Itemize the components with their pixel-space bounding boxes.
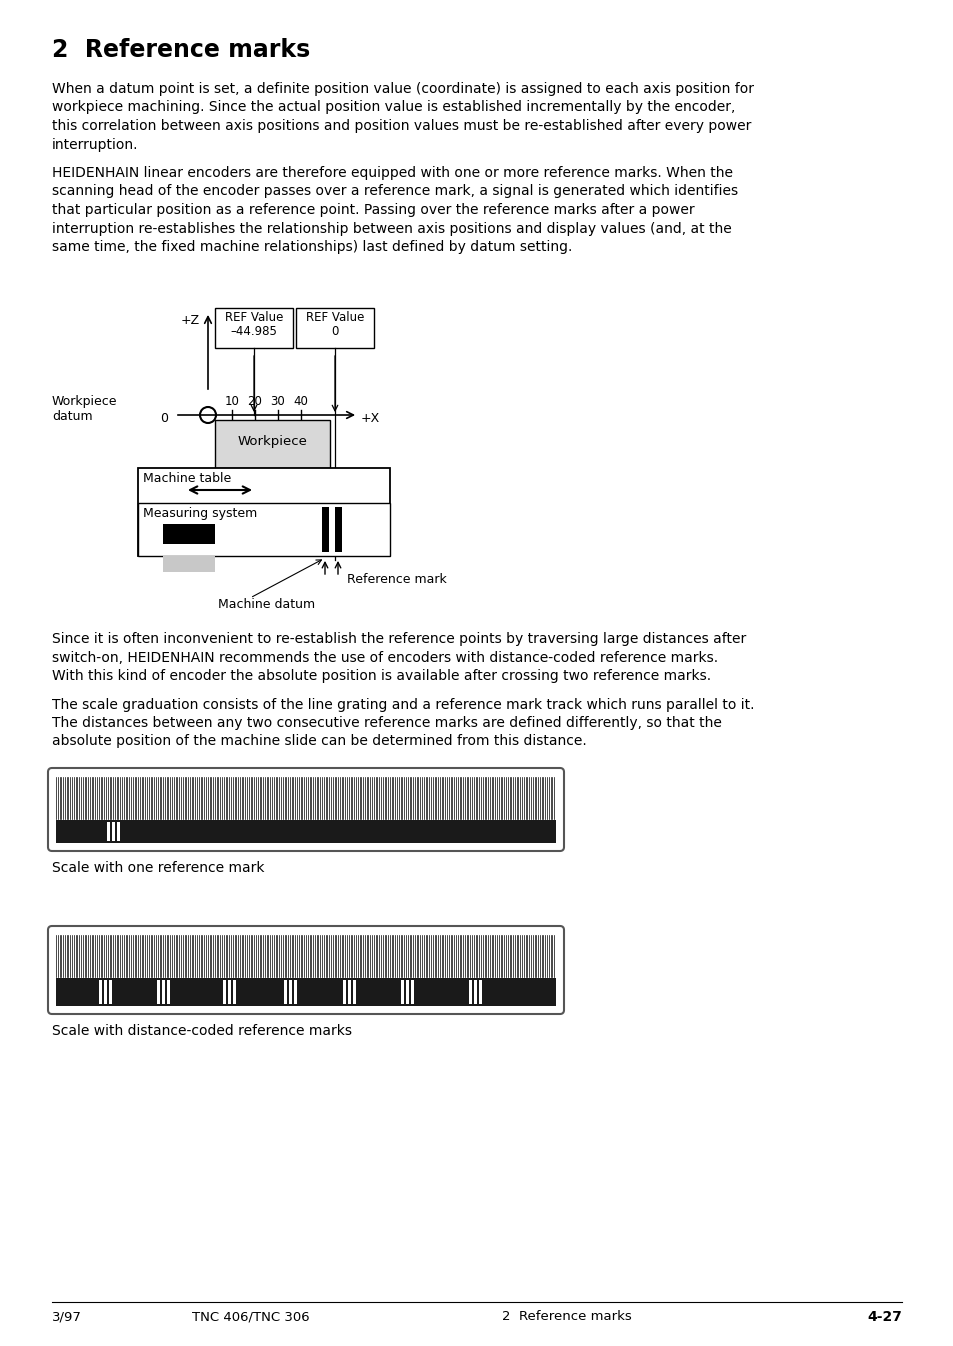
- Text: scanning head of the encoder passes over a reference mark, a signal is generated: scanning head of the encoder passes over…: [52, 184, 738, 198]
- Bar: [56, 979, 556, 1005]
- Bar: [335, 507, 341, 552]
- Text: Workpiece: Workpiece: [237, 436, 307, 448]
- Bar: [157, 980, 160, 1004]
- Text: 3/97: 3/97: [52, 1310, 82, 1323]
- Bar: [163, 524, 214, 544]
- Bar: [469, 980, 472, 1004]
- Bar: [109, 980, 112, 1004]
- Text: workpiece machining. Since the actual position value is established incrementall: workpiece machining. Since the actual po…: [52, 101, 735, 114]
- Bar: [107, 822, 110, 841]
- Bar: [56, 934, 556, 979]
- Text: REF Value: REF Value: [306, 311, 364, 324]
- Text: 0: 0: [160, 412, 168, 424]
- Bar: [353, 980, 355, 1004]
- Text: Scale with distance-coded reference marks: Scale with distance-coded reference mark…: [52, 1024, 352, 1038]
- Text: same time, the fixed machine relationships) last defined by datum setting.: same time, the fixed machine relationshi…: [52, 240, 572, 254]
- Bar: [233, 980, 235, 1004]
- Text: this correlation between axis positions and position values must be re-establish: this correlation between axis positions …: [52, 118, 751, 133]
- Bar: [138, 503, 390, 556]
- FancyBboxPatch shape: [48, 926, 563, 1014]
- Text: –44.985: –44.985: [231, 324, 277, 338]
- Bar: [117, 822, 120, 841]
- Text: Reference mark: Reference mark: [347, 573, 446, 586]
- Text: 20: 20: [247, 394, 262, 408]
- Bar: [214, 420, 330, 468]
- Bar: [228, 980, 231, 1004]
- Bar: [56, 820, 556, 843]
- Text: 10: 10: [224, 394, 239, 408]
- Bar: [56, 777, 556, 820]
- Bar: [284, 980, 287, 1004]
- Bar: [138, 468, 390, 556]
- Text: Machine table: Machine table: [143, 472, 231, 485]
- Bar: [295, 308, 374, 349]
- Text: Workpiece: Workpiece: [52, 394, 117, 408]
- Text: 4-27: 4-27: [866, 1310, 901, 1324]
- Bar: [289, 980, 292, 1004]
- Text: The scale graduation consists of the line grating and a reference mark track whi: The scale graduation consists of the lin…: [52, 697, 754, 712]
- Text: that particular position as a reference point. Passing over the reference marks : that particular position as a reference …: [52, 203, 694, 217]
- Text: Measuring system: Measuring system: [143, 507, 257, 520]
- Bar: [294, 980, 296, 1004]
- Text: REF Value: REF Value: [225, 311, 283, 324]
- Text: Since it is often inconvenient to re-establish the reference points by traversin: Since it is often inconvenient to re-est…: [52, 633, 745, 646]
- Text: TNC 406/TNC 306: TNC 406/TNC 306: [192, 1310, 310, 1323]
- Text: 2  Reference marks: 2 Reference marks: [501, 1310, 631, 1323]
- Bar: [112, 822, 115, 841]
- Text: The distances between any two consecutive reference marks are defined differentl: The distances between any two consecutiv…: [52, 716, 721, 730]
- Text: 0: 0: [331, 324, 338, 338]
- Text: When a datum point is set, a definite position value (coordinate) is assigned to: When a datum point is set, a definite po…: [52, 82, 753, 96]
- Bar: [411, 980, 414, 1004]
- Bar: [167, 980, 170, 1004]
- Text: With this kind of encoder the absolute position is available after crossing two : With this kind of encoder the absolute p…: [52, 669, 710, 682]
- Text: 40: 40: [294, 394, 308, 408]
- FancyBboxPatch shape: [48, 769, 563, 851]
- Bar: [163, 556, 214, 572]
- Text: datum: datum: [52, 411, 92, 423]
- Text: interruption.: interruption.: [52, 137, 138, 152]
- Bar: [162, 980, 165, 1004]
- Text: interruption re-establishes the relationship between axis positions and display : interruption re-establishes the relation…: [52, 222, 731, 236]
- Bar: [214, 308, 293, 349]
- Text: Scale with one reference mark: Scale with one reference mark: [52, 861, 264, 875]
- Text: switch-on, HEIDENHAIN recommends the use of encoders with distance-coded referen: switch-on, HEIDENHAIN recommends the use…: [52, 650, 718, 665]
- Text: Machine datum: Machine datum: [218, 598, 314, 611]
- Bar: [223, 980, 226, 1004]
- Bar: [406, 980, 409, 1004]
- Bar: [347, 980, 351, 1004]
- Bar: [104, 980, 107, 1004]
- Bar: [342, 980, 345, 1004]
- Bar: [401, 980, 404, 1004]
- Text: HEIDENHAIN linear encoders are therefore equipped with one or more reference mar: HEIDENHAIN linear encoders are therefore…: [52, 166, 732, 180]
- Bar: [474, 980, 477, 1004]
- Text: absolute position of the machine slide can be determined from this distance.: absolute position of the machine slide c…: [52, 735, 586, 748]
- Bar: [479, 980, 482, 1004]
- Text: +X: +X: [360, 412, 380, 424]
- Bar: [98, 980, 101, 1004]
- Text: +Z: +Z: [181, 314, 200, 327]
- Text: 2  Reference marks: 2 Reference marks: [52, 38, 310, 62]
- Text: 30: 30: [271, 394, 285, 408]
- Bar: [322, 507, 329, 552]
